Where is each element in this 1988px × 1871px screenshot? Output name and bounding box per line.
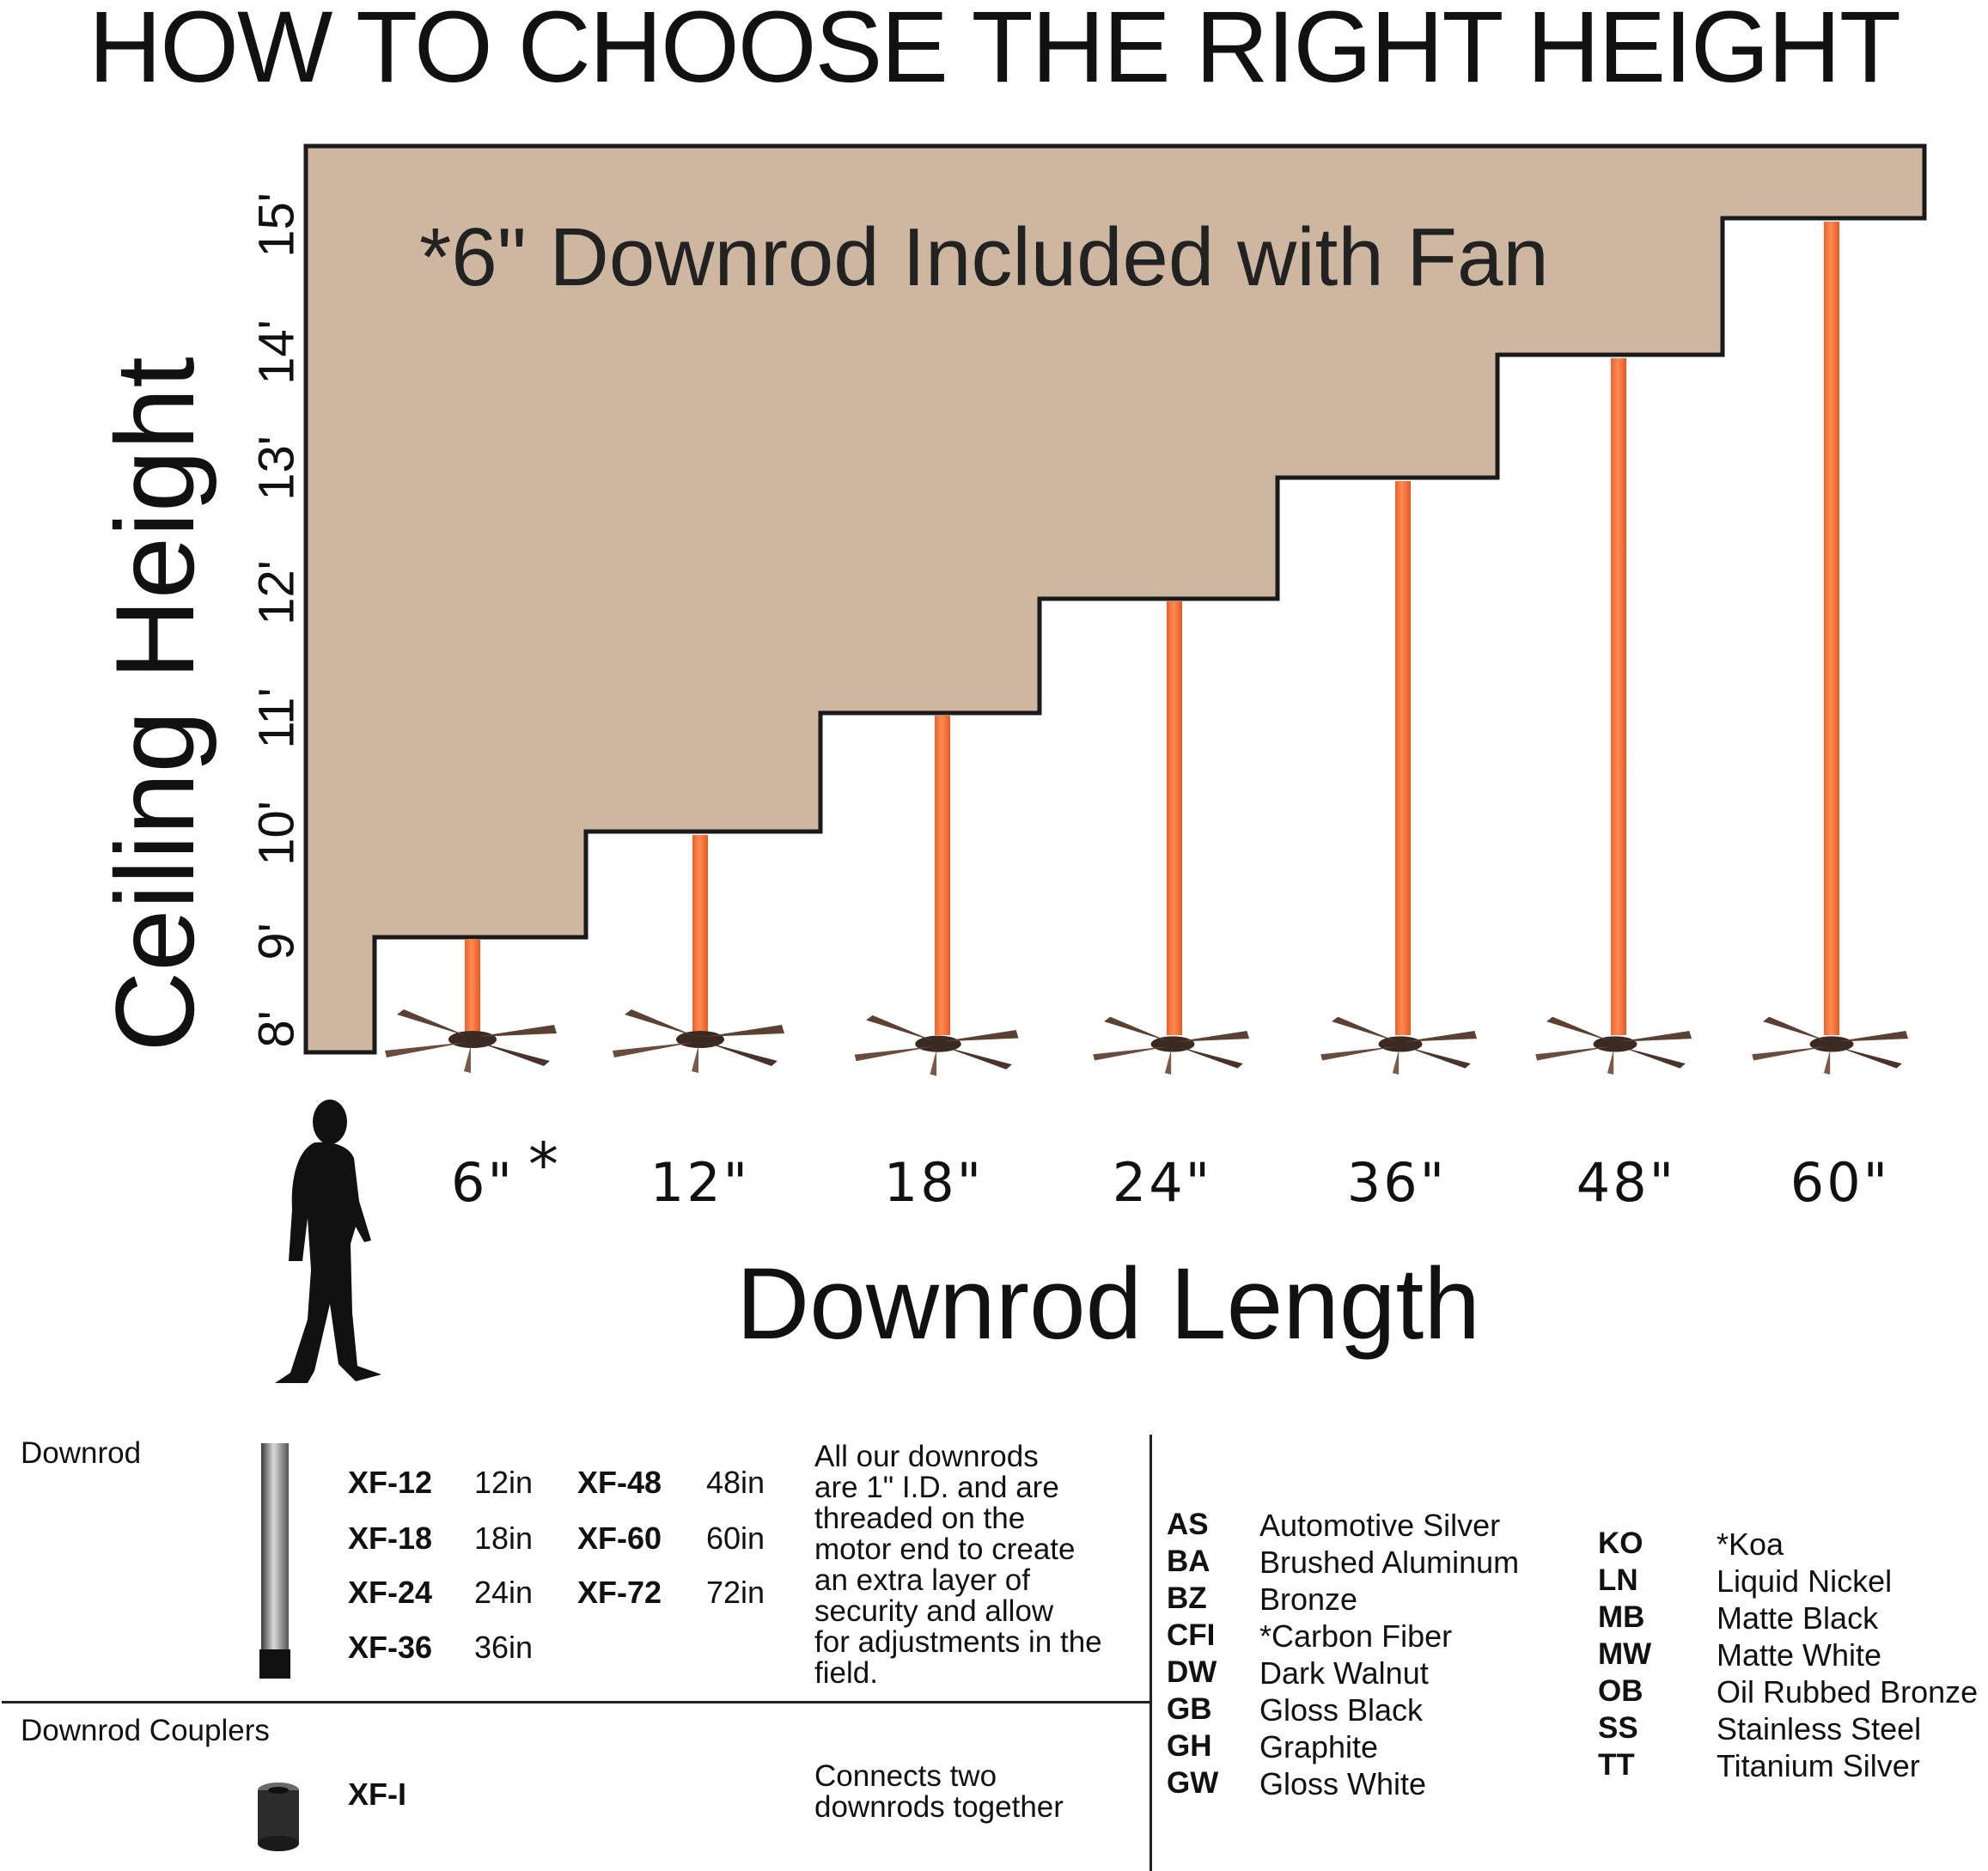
y-tick-15: 15'	[248, 192, 305, 258]
included-marker: *	[528, 1130, 558, 1200]
x-label-18: 18"	[883, 1151, 985, 1214]
finish-name: Matte Black	[1717, 1600, 1879, 1636]
finish-name: Brushed Aluminum	[1259, 1545, 1520, 1580]
finish-name: Automotive Silver	[1259, 1508, 1501, 1543]
model-length: 18in	[474, 1521, 534, 1556]
model-code: XF-48	[577, 1465, 662, 1500]
ceiling-fan-icon	[1093, 1016, 1250, 1075]
ceiling-fan-icon	[854, 1015, 1019, 1076]
model-length: 12in	[474, 1465, 534, 1500]
y-tick-10: 10'	[248, 801, 305, 866]
finish-name: Gloss White	[1259, 1766, 1427, 1801]
x-label-60: 60"	[1790, 1151, 1891, 1214]
model-code: XF-72	[577, 1575, 662, 1610]
finish-name: Gloss Black	[1259, 1692, 1424, 1728]
downrod-12	[692, 835, 708, 1035]
finish-name: Stainless Steel	[1717, 1711, 1922, 1746]
ceiling-fan-icon	[1752, 1016, 1909, 1075]
column-divider	[1150, 1435, 1152, 1871]
finish-name: Dark Walnut	[1259, 1655, 1429, 1691]
model-code: XF-60	[577, 1521, 662, 1556]
downrod-section-title: Downrod	[21, 1436, 142, 1470]
coupler-section-title: Downrod Couplers	[21, 1714, 270, 1747]
x-axis-label: Downrod Length	[736, 1247, 1480, 1361]
coupler-code: XF-I	[348, 1777, 406, 1812]
downrod-48	[1611, 358, 1626, 1035]
finish-code: OB	[1598, 1674, 1643, 1708]
finish-name: Graphite	[1259, 1729, 1379, 1764]
y-tick-9: 9'	[248, 923, 305, 960]
model-length: 72in	[706, 1575, 765, 1610]
y-tick-11: 11'	[248, 687, 305, 749]
y-tick-12: 12'	[248, 560, 305, 625]
model-length: 60in	[706, 1521, 765, 1556]
ceiling-fan-icon	[385, 1009, 557, 1073]
finish-code: LN	[1598, 1563, 1638, 1597]
finish-code: AS	[1167, 1508, 1209, 1541]
page-title: HOW TO CHOOSE THE RIGHT HEIGHT	[88, 0, 1901, 104]
ceiling-fan-icon	[1320, 1016, 1478, 1075]
finish-code: KO	[1598, 1527, 1643, 1560]
model-length: 24in	[474, 1575, 534, 1610]
finish-name: Matte White	[1717, 1637, 1882, 1673]
finish-code: BA	[1167, 1545, 1210, 1578]
finish-code: DW	[1167, 1655, 1217, 1689]
finish-name: Titanium Silver	[1717, 1748, 1920, 1783]
finish-code: TT	[1598, 1748, 1635, 1782]
y-tick-13: 13'	[248, 436, 305, 501]
x-label-36: 36"	[1346, 1151, 1448, 1214]
model-length: 36in	[474, 1630, 534, 1665]
person-silhouette-icon	[275, 1100, 381, 1383]
downrod-18	[935, 716, 950, 1035]
finish-code: CFI	[1167, 1618, 1216, 1652]
finish-name: Bronze	[1259, 1582, 1358, 1617]
finish-code: MW	[1598, 1637, 1652, 1671]
finish-code: GH	[1167, 1729, 1212, 1763]
y-tick-8: 8'	[248, 1010, 305, 1048]
section-divider	[2, 1701, 1151, 1703]
coupler-product-icon	[258, 1783, 299, 1851]
model-code: XF-36	[348, 1630, 433, 1665]
finish-code: GW	[1167, 1766, 1219, 1800]
finish-name: *Koa	[1717, 1527, 1784, 1562]
finish-code: BZ	[1167, 1582, 1207, 1615]
finish-name: Liquid Nickel	[1717, 1563, 1893, 1599]
coupler-description: Connects two downrods together	[814, 1759, 1064, 1824]
finish-code: GB	[1167, 1692, 1212, 1726]
x-label-24: 24"	[1112, 1151, 1213, 1214]
ceiling-fan-icon	[613, 1009, 784, 1073]
included-downrod-note: *6" Downrod Included with Fan	[419, 211, 1549, 303]
model-code: XF-24	[348, 1575, 433, 1610]
downrod-description: All our downrods are 1" I.D. and are thr…	[814, 1440, 1102, 1690]
downrod-60	[1824, 222, 1839, 1035]
finish-code: MB	[1598, 1600, 1645, 1634]
ceiling-steps	[303, 143, 1927, 1055]
x-label-12: 12"	[649, 1151, 751, 1214]
downrod-product-icon	[259, 1443, 290, 1679]
downrod-24	[1167, 601, 1182, 1035]
x-label-48: 48"	[1576, 1151, 1677, 1214]
y-tick-14: 14'	[248, 320, 305, 385]
finish-name: *Carbon Fiber	[1259, 1618, 1453, 1654]
model-code: XF-18	[348, 1521, 433, 1556]
stair-diagram	[303, 143, 1927, 1055]
downrod-36	[1395, 481, 1411, 1035]
finish-code: SS	[1598, 1711, 1638, 1745]
x-label-6: 6"	[451, 1151, 515, 1214]
y-axis-label: Ceiling Height	[92, 357, 217, 1052]
model-length: 48in	[706, 1465, 765, 1500]
ceiling-fan-icon	[1535, 1016, 1692, 1075]
finish-name: Oil Rubbed Bronze	[1717, 1674, 1979, 1709]
downrod-6	[465, 939, 480, 1035]
model-code: XF-12	[348, 1465, 433, 1500]
